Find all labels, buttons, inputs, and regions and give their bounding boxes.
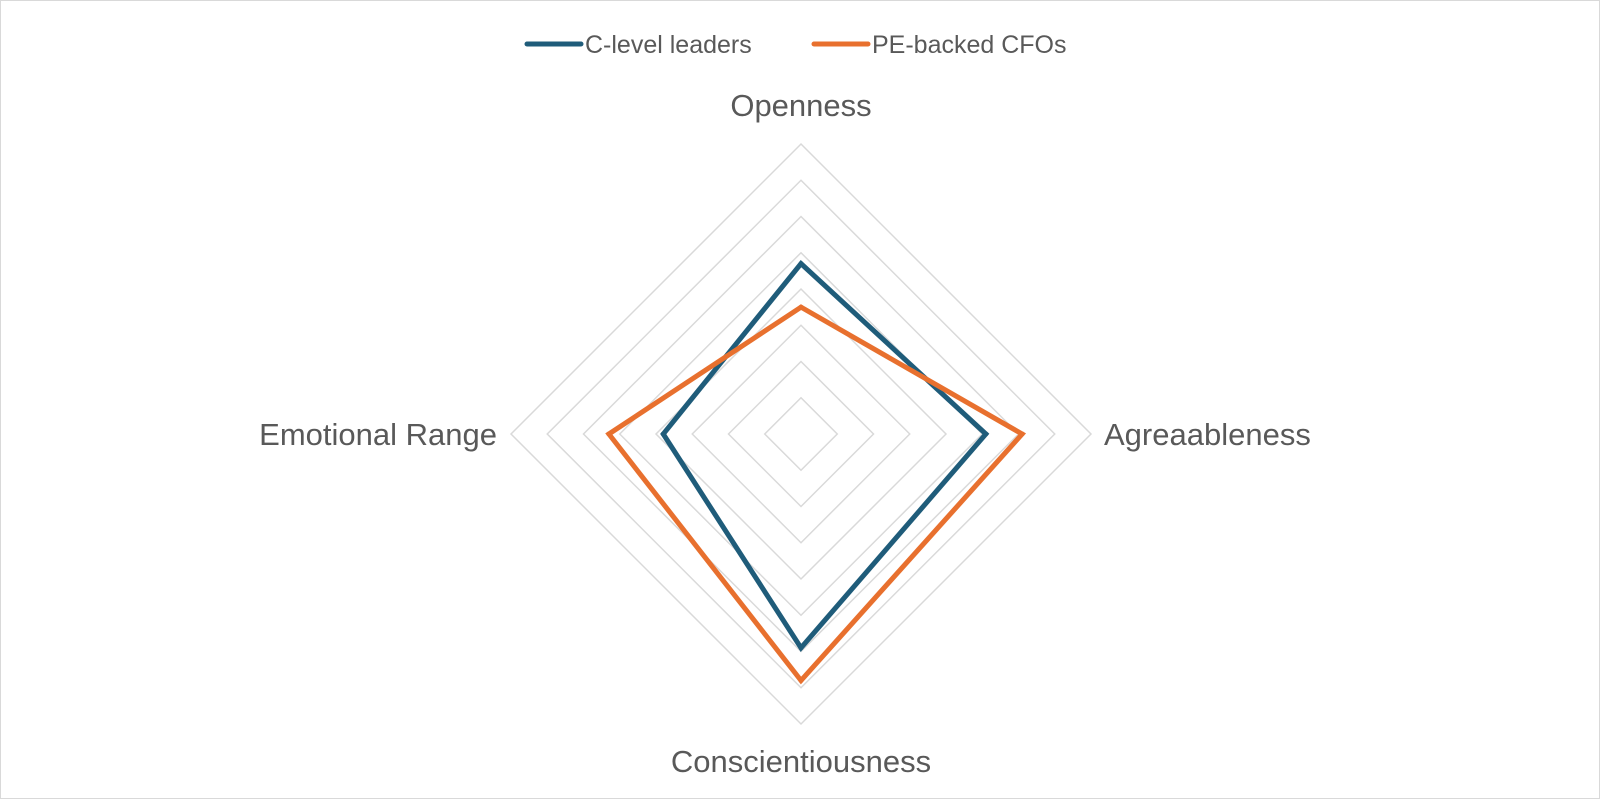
axis-labels: Openness Agreaableness Conscientiousness Em… (259, 88, 1311, 779)
data-point (798, 261, 804, 267)
axis-label-1: Openness (730, 88, 871, 123)
data-point (798, 304, 804, 310)
data-point (1019, 431, 1025, 437)
axis-label-2: Agreaableness (1104, 417, 1311, 452)
legend-label: C-level leaders (585, 31, 752, 59)
series-line (605, 304, 1027, 685)
data-point (660, 431, 666, 437)
data-point (798, 678, 804, 683)
grid (509, 142, 1093, 726)
grid-ring (582, 215, 1020, 653)
grid-ring (654, 287, 948, 581)
legend-label: PE-backed CFOs (872, 31, 1067, 59)
axis-label-4: Emotional Range (259, 417, 497, 452)
series-group (605, 259, 1027, 685)
legend-item-2: PE-backed CFOs (811, 31, 1067, 59)
grid-ring (727, 360, 875, 508)
data-point (983, 431, 989, 437)
grid-ring (546, 179, 1056, 689)
grid-ring (691, 324, 911, 544)
grid-ring (509, 142, 1093, 726)
data-point (798, 645, 804, 651)
legend: C-level leaders PE-backed CFOs (524, 31, 1067, 59)
grid-ring (763, 396, 839, 472)
legend-item-1: C-level leaders (524, 31, 752, 59)
series-2 (605, 304, 1027, 685)
data-point (606, 431, 612, 437)
axis-label-3: Conscientiousness (671, 744, 931, 779)
